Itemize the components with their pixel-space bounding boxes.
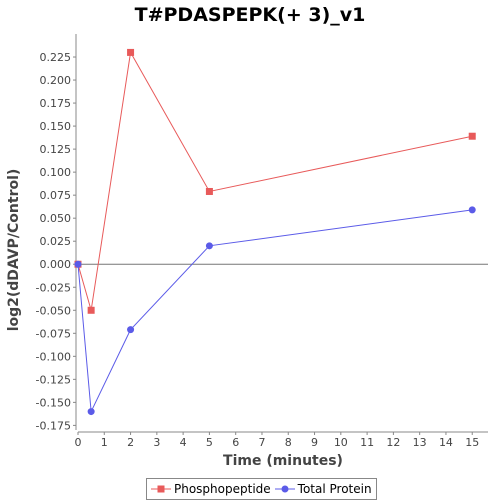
data-point xyxy=(127,48,135,56)
data-point xyxy=(468,132,476,140)
x-tick-label: 8 xyxy=(285,436,292,449)
y-tick-label: 0.075 xyxy=(40,189,72,202)
x-tick-label: 3 xyxy=(153,436,160,449)
square-marker-icon xyxy=(151,483,171,495)
data-point xyxy=(468,206,476,214)
legend-item: Total Protein xyxy=(274,482,372,496)
x-tick-label: 10 xyxy=(334,436,348,449)
x-tick-label: 15 xyxy=(465,436,479,449)
data-point xyxy=(127,326,135,334)
y-tick-label: 0.100 xyxy=(40,166,72,179)
y-tick-label: -0.125 xyxy=(36,373,71,386)
x-tick-label: 13 xyxy=(413,436,427,449)
legend-item: Phosphopeptide xyxy=(151,482,271,496)
x-tick-label: 9 xyxy=(311,436,318,449)
data-point xyxy=(87,408,95,416)
x-tick-label: 4 xyxy=(180,436,187,449)
y-tick-label: 0.125 xyxy=(40,143,72,156)
x-axis-label: Time (minutes) xyxy=(223,453,343,469)
y-tick-label: 0.225 xyxy=(40,51,72,64)
y-tick-label: -0.100 xyxy=(36,350,71,363)
x-tick-label: 0 xyxy=(75,436,82,449)
y-tick-label: -0.050 xyxy=(36,304,71,317)
y-tick-label: 0.025 xyxy=(40,235,72,248)
x-tick-label: 11 xyxy=(360,436,374,449)
y-tick-label: 0.175 xyxy=(40,97,72,110)
legend-label: Total Protein xyxy=(297,482,372,496)
y-tick-label: -0.175 xyxy=(36,419,71,432)
y-tick-label: 0.150 xyxy=(40,120,72,133)
y-axis-label: log2(dDAVP/Control) xyxy=(6,168,22,332)
x-tick-label: 2 xyxy=(127,436,134,449)
y-tick-label: 0.000 xyxy=(40,258,72,271)
legend: Phosphopeptide Total Protein xyxy=(146,478,377,500)
chart-title: T#PDASPEPK(+ 3)_v1 xyxy=(134,4,366,26)
plot-background xyxy=(78,34,488,430)
y-tick-label: -0.025 xyxy=(36,281,71,294)
x-tick-label: 12 xyxy=(386,436,400,449)
x-tick-label: 6 xyxy=(232,436,239,449)
y-tick-label: 0.050 xyxy=(40,212,72,225)
data-point xyxy=(87,306,95,314)
legend-label: Phosphopeptide xyxy=(174,482,271,496)
y-tick-label: -0.150 xyxy=(36,396,71,409)
data-point xyxy=(205,187,213,195)
y-tick-label: 0.200 xyxy=(40,74,72,87)
circle-marker-icon xyxy=(274,483,295,495)
data-point xyxy=(205,242,213,250)
y-tick-label: -0.075 xyxy=(36,327,71,340)
x-tick-label: 14 xyxy=(439,436,453,449)
x-tick-label: 1 xyxy=(101,436,108,449)
x-tick-label: 7 xyxy=(258,436,265,449)
x-tick-label: 5 xyxy=(206,436,213,449)
data-point xyxy=(74,260,82,268)
